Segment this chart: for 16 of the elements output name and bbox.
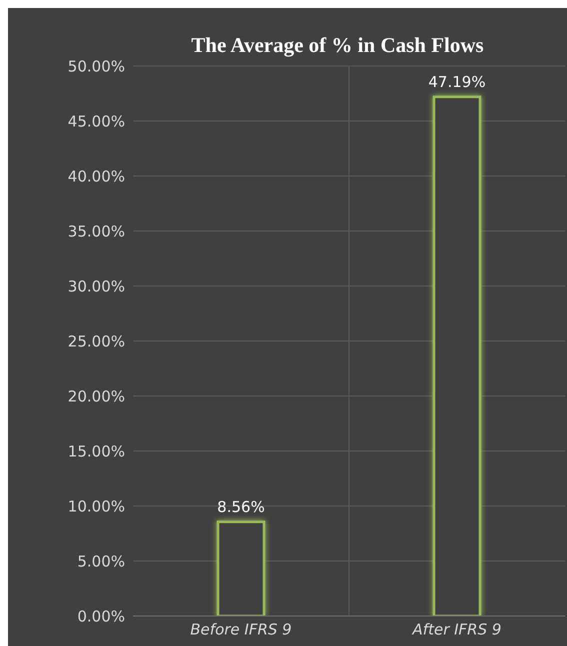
y-tick-label: 50.00% xyxy=(68,57,125,76)
y-tick-label: 30.00% xyxy=(68,277,125,296)
x-tick-label: After IFRS 9 xyxy=(412,620,502,639)
y-tick-label: 10.00% xyxy=(68,497,125,516)
y-tick-label: 0.00% xyxy=(77,607,125,626)
y-tick-label: 20.00% xyxy=(68,387,125,406)
y-tick-label: 35.00% xyxy=(68,222,125,240)
y-tick-label: 5.00% xyxy=(77,552,125,570)
x-tick-label: Before IFRS 9 xyxy=(190,620,292,639)
y-tick-label: 45.00% xyxy=(68,112,125,130)
y-tick-label: 40.00% xyxy=(68,167,125,186)
chart-title: The Average of % in Cash Flows xyxy=(190,32,485,58)
data-label: 47.19% xyxy=(428,72,486,91)
data-label: 8.56% xyxy=(217,498,265,516)
y-tick-label: 15.00% xyxy=(68,442,125,460)
y-tick-label: 25.00% xyxy=(68,332,125,350)
